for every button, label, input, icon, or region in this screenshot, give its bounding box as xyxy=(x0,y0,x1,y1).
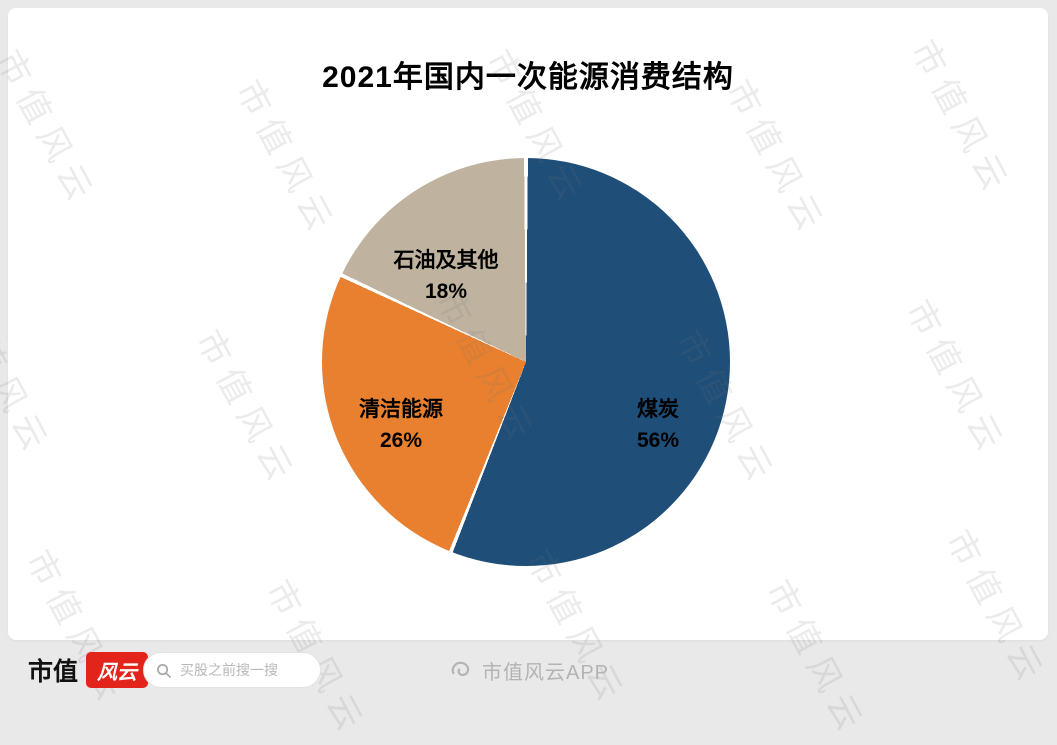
pie-label-oil-others: 石油及其他 18% xyxy=(394,245,499,307)
pie-label-coal-pct: 56% xyxy=(636,429,680,452)
brand-text: 市值 xyxy=(28,659,79,686)
brand: 市值 风云 xyxy=(28,650,149,690)
footer-bar: 市值 风云 市值风云APP xyxy=(0,640,1057,703)
brand-logo: 风云 xyxy=(86,652,149,688)
center-watermark: 市值风云APP xyxy=(448,656,609,685)
chart-card: 2021年国内一次能源消费结构 煤炭 56% 清洁能源 26% 石油及其他 18… xyxy=(8,8,1048,640)
pie-label-clean-energy-pct: 26% xyxy=(379,429,423,452)
pie-label-clean-energy-name: 清洁能源 xyxy=(359,398,443,421)
pie-label-oil-others-pct: 18% xyxy=(424,280,468,303)
pie-label-clean-energy: 清洁能源 26% xyxy=(359,394,443,456)
center-watermark-text: 市值风云APP xyxy=(481,662,610,684)
search-input[interactable] xyxy=(178,661,312,679)
pie-label-oil-others-name: 石油及其他 xyxy=(393,249,499,272)
search-icon xyxy=(156,663,171,678)
chart-title: 2021年国内一次能源消费结构 xyxy=(322,61,734,94)
swirl-logo-icon xyxy=(448,658,474,684)
pie-chart xyxy=(322,158,730,566)
search-box[interactable] xyxy=(143,652,321,688)
pie-label-coal: 煤炭 56% xyxy=(637,394,679,456)
pie-label-coal-name: 煤炭 xyxy=(637,398,679,421)
